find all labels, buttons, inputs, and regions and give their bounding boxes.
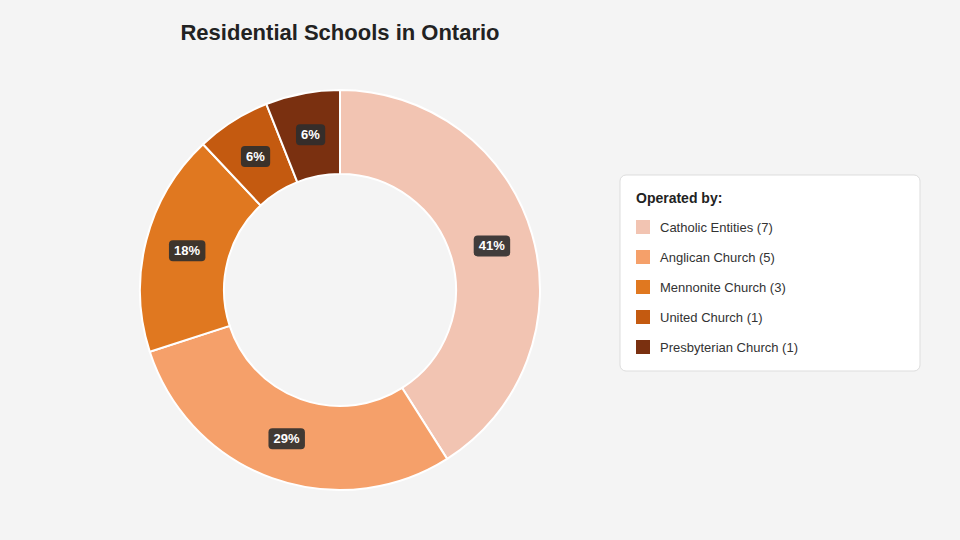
- data-label: 18%: [174, 243, 200, 258]
- legend-swatch: [636, 310, 650, 324]
- legend-label: United Church (1): [660, 310, 763, 325]
- data-label-group: 41%: [474, 235, 510, 256]
- data-label-box: [474, 235, 510, 256]
- data-label: 6%: [301, 127, 320, 142]
- data-label-group: 6%: [241, 146, 270, 167]
- legend-swatch: [636, 280, 650, 294]
- legend-label: Mennonite Church (3): [660, 280, 786, 295]
- data-label-group: 29%: [268, 428, 304, 449]
- data-label: 6%: [246, 149, 265, 164]
- data-label-box: [241, 146, 270, 167]
- legend: Operated by: Catholic Entities (7) Anglica…: [620, 175, 920, 371]
- legend-label: Anglican Church (5): [660, 250, 775, 265]
- data-label-box: [296, 124, 325, 145]
- data-label: 41%: [479, 238, 505, 253]
- donut-slice: [266, 90, 340, 182]
- data-label-group: 18%: [169, 240, 205, 261]
- legend-swatch: [636, 250, 650, 264]
- data-label: 29%: [273, 431, 299, 446]
- chart-title: Residential Schools in Ontario: [180, 20, 499, 45]
- wedges: [140, 90, 540, 490]
- data-label-box: [268, 428, 304, 449]
- legend-label: Catholic Entities (7): [660, 220, 773, 235]
- legend-swatch: [636, 340, 650, 354]
- data-labels: 41% 29% 18% 6% 6%: [169, 124, 510, 449]
- data-label-box: [169, 240, 205, 261]
- legend-swatch: [636, 220, 650, 234]
- legend-label: Presbyterian Church (1): [660, 340, 798, 355]
- chart-root: Residential Schools in Ontario 41% 29% 18% 6…: [0, 0, 960, 540]
- background: [0, 0, 960, 540]
- donut-slice: [150, 326, 447, 490]
- data-label-group: 6%: [296, 124, 325, 145]
- legend-box: [620, 175, 920, 371]
- legend-title: Operated by:: [636, 190, 722, 206]
